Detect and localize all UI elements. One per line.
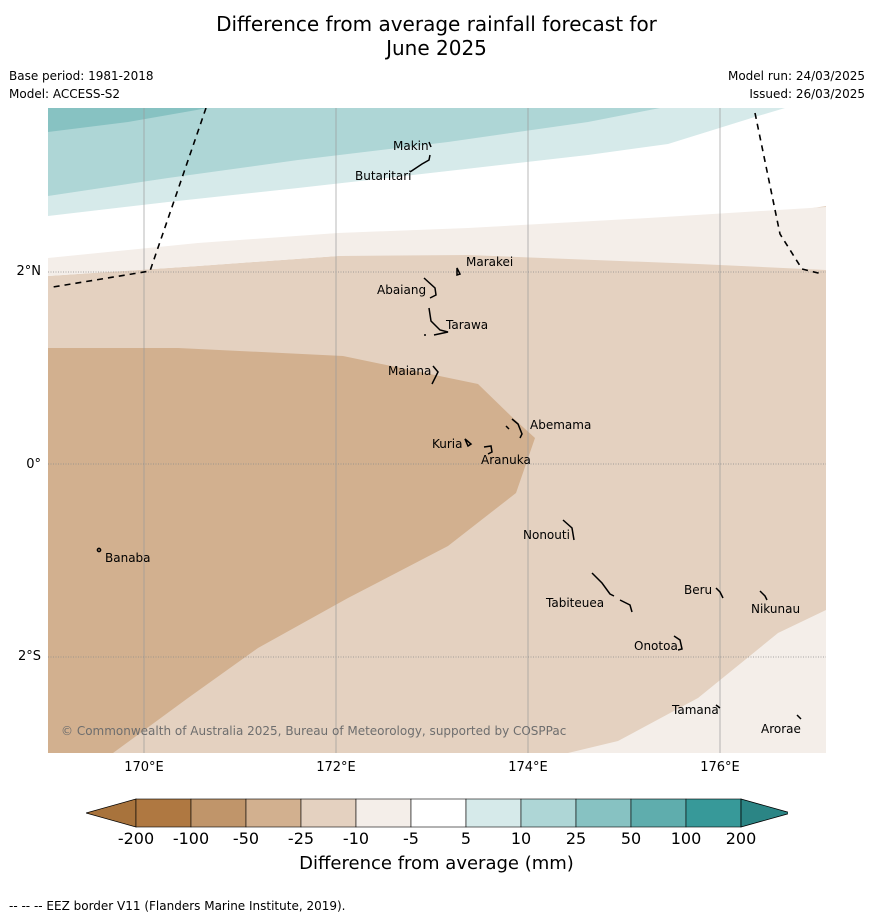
island-tamana [715, 704, 721, 709]
island-abemama-islet [505, 425, 510, 430]
islands [96, 141, 802, 720]
band-minus10-north [48, 207, 826, 276]
lon-tick-172e: 172°E [316, 760, 356, 775]
copyright-notice: © Commonwealth of Australia 2025, Bureau… [61, 724, 567, 738]
meta-right: Model run: 24/03/2025 Issued: 26/03/2025 [728, 67, 865, 103]
eez-footnote: -- -- -- EEZ border V11 (Flanders Marine… [9, 899, 346, 913]
colorbar-cell [355, 798, 412, 828]
island-nonouti [562, 519, 575, 541]
lon-tick-176e: 176°E [700, 760, 740, 775]
lon-tick-174e: 174°E [508, 760, 548, 775]
colorbar-cell [410, 798, 467, 828]
colorbar-cell [135, 798, 192, 828]
map-canvas [48, 108, 826, 753]
eez-border [52, 108, 823, 288]
colorbar-tick-label: 200 [725, 829, 757, 848]
label-banaba: Banaba [105, 551, 151, 565]
map-title: Difference from average rainfall forecas… [0, 12, 873, 60]
label-makin: Makin [393, 139, 429, 153]
map-panel [48, 108, 826, 753]
island-abemama [511, 418, 523, 439]
island-tabiteuea-north [591, 572, 615, 597]
colorbar [86, 798, 788, 828]
label-nonouti: Nonouti [523, 528, 570, 542]
island-tarawa [428, 307, 449, 336]
label-marakei: Marakei [466, 255, 514, 269]
label-abaiang: Abaiang [377, 283, 427, 297]
label-beru: Beru [684, 583, 713, 597]
island-makin [428, 141, 432, 148]
label-tabiteuea: Tabiteuea [546, 596, 605, 610]
colorbar-extend-low [86, 798, 137, 828]
label-nikunau: Nikunau [751, 602, 801, 616]
model-run: Model run: 24/03/2025 [727, 69, 865, 83]
band-minus10-south [568, 610, 826, 753]
parallels [48, 271, 826, 658]
island-kuria [464, 438, 473, 448]
colorbar-tick-label: -10 [342, 829, 370, 848]
island-arorae [796, 714, 802, 720]
label-tarawa: Tarawa [446, 318, 489, 332]
island-tabiteuea-south [619, 599, 633, 613]
colorbar-tick-label: 25 [565, 829, 587, 848]
colorbar-cell [245, 798, 302, 828]
label-aranuka: Aranuka [481, 453, 531, 467]
band-plus25 [48, 108, 208, 132]
lon-tick-170e: 170°E [124, 760, 164, 775]
colorbar-title: Difference from average (mm) [299, 853, 574, 874]
island-marakei [456, 267, 462, 277]
colorbar-tick-label: -5 [403, 829, 419, 848]
label-tamana: Tamana [672, 703, 719, 717]
label-maiana: Maiana [388, 364, 432, 378]
colorbar-tick-label: -100 [172, 829, 210, 848]
colorbar-extend-high [740, 798, 788, 828]
eez-border-west [52, 108, 207, 288]
lat-tick-0: 0° [26, 457, 41, 472]
island-aranuka [483, 445, 493, 455]
lat-tick-2s: 2°S [17, 649, 41, 664]
label-kuria: Kuria [432, 437, 463, 451]
colorbar-tick-label: 100 [670, 829, 702, 848]
colorbar-tick-label: -200 [117, 829, 155, 848]
island-nikunau [759, 590, 768, 601]
colorbar-cell [465, 798, 522, 828]
colorbar-cell [630, 798, 687, 828]
island-maiana [431, 365, 439, 385]
issued-date: Issued: 26/03/2025 [749, 87, 865, 101]
colorbar-cell [300, 798, 357, 828]
island-butaritari [409, 154, 431, 173]
colorbar-tick-label: 5 [460, 829, 472, 848]
colorbar-tick-label: -50 [232, 829, 260, 848]
colorbar-cell [685, 798, 742, 828]
label-onotoa: Onotoa [634, 639, 678, 653]
label-arorae: Arorae [761, 722, 801, 736]
island-onotoa [673, 635, 683, 651]
graticule [143, 108, 721, 753]
colorbar-cell [575, 798, 632, 828]
island-banaba [96, 547, 102, 553]
band-minus50 [48, 348, 535, 753]
meta-left: Base period: 1981-2018 Model: ACCESS-S2 [9, 67, 154, 103]
colorbar-cell [190, 798, 247, 828]
title-line-1: Difference from average rainfall forecas… [216, 12, 657, 36]
label-abemama: Abemama [530, 418, 592, 432]
title-line-2: June 2025 [386, 36, 487, 60]
island-beru [715, 587, 724, 599]
eez-border-east [754, 112, 823, 275]
model-name: Model: ACCESS-S2 [9, 87, 121, 101]
base-period: Base period: 1981-2018 [9, 69, 154, 83]
colorbar-cell [520, 798, 577, 828]
island-abaiang [423, 277, 437, 299]
band-plus10 [48, 108, 660, 196]
colorbar-tick-label: -25 [287, 829, 315, 848]
label-butaritari: Butaritari [355, 169, 412, 183]
colorbar-tick-label: 10 [510, 829, 532, 848]
lat-tick-2n: 2°N [16, 264, 42, 279]
colorbar-tick-label: 50 [620, 829, 642, 848]
